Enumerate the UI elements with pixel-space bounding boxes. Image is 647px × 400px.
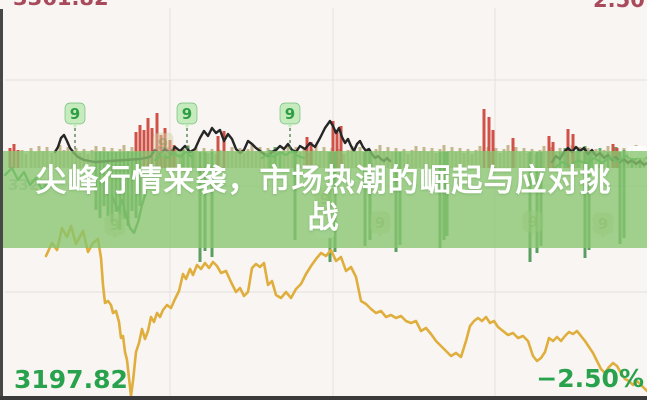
svg-text:9: 9 bbox=[285, 105, 295, 123]
svg-text:9: 9 bbox=[158, 135, 168, 153]
svg-text:9: 9 bbox=[70, 105, 80, 123]
high-change-label-clipped: 2.50% bbox=[593, 0, 647, 12]
low-price-label: 3197.82 bbox=[14, 365, 128, 394]
screenshot-bottom-border bbox=[0, 396, 647, 400]
headline-line-1: 尖峰行情来袭，市场热潮的崛起与应对挑 bbox=[35, 162, 612, 199]
change-percent-label: −2.50% bbox=[536, 364, 644, 393]
headline-banner: 尖峰行情来袭，市场热潮的崛起与应对挑 战 bbox=[0, 151, 647, 248]
screenshot-left-border bbox=[0, 9, 3, 400]
svg-text:9: 9 bbox=[182, 105, 192, 123]
headline-line-2: 战 bbox=[307, 199, 340, 236]
high-price-label-clipped: 3361.82 bbox=[13, 0, 109, 10]
